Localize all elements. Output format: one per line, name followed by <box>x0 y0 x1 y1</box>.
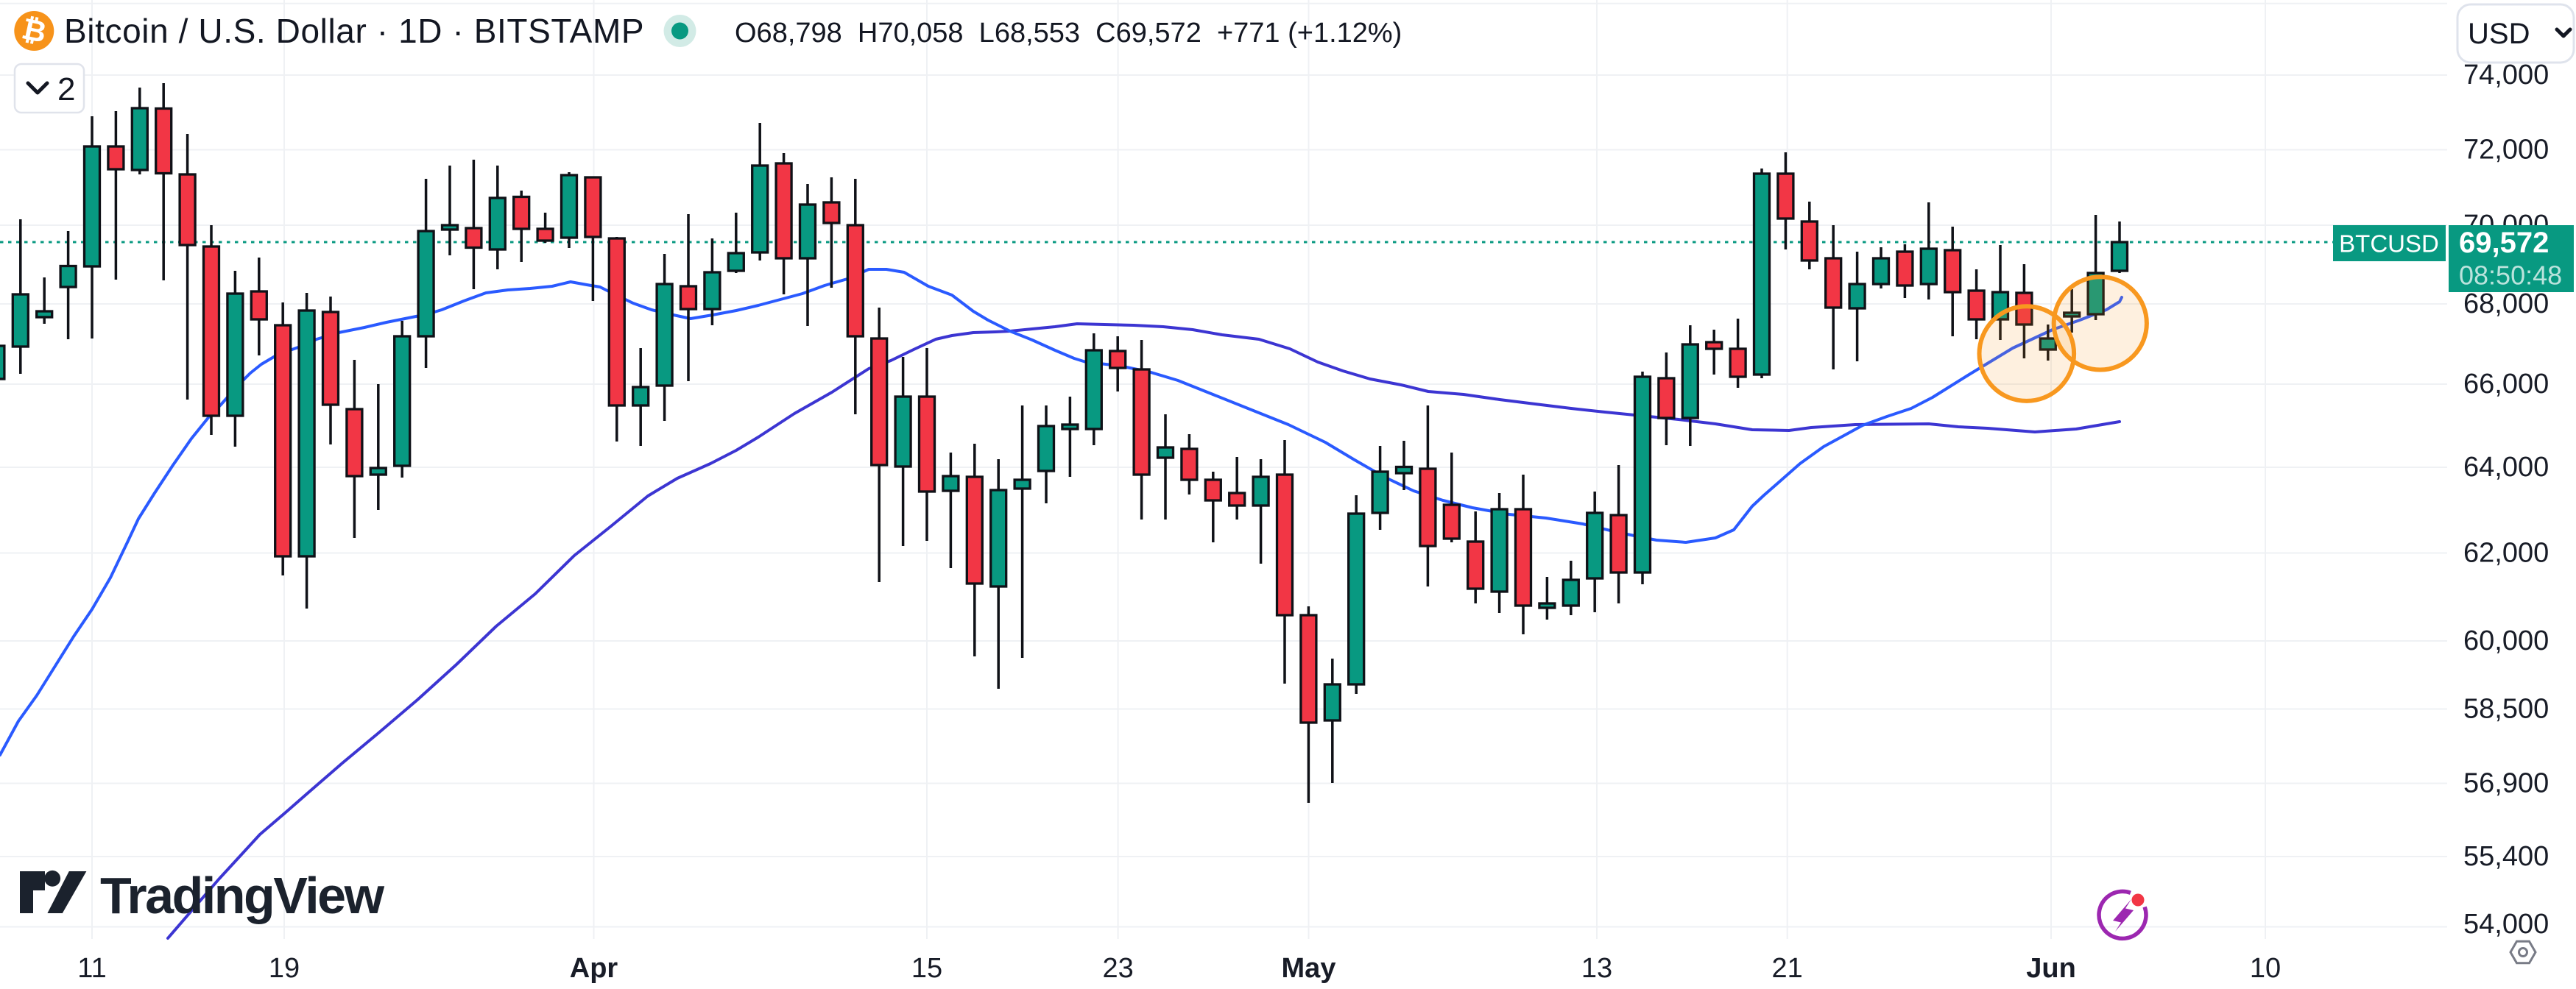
svg-text:10: 10 <box>2250 953 2281 984</box>
svg-text:2: 2 <box>57 71 75 107</box>
svg-text:Jun: Jun <box>2026 953 2076 984</box>
svg-text:21: 21 <box>1772 953 1803 984</box>
svg-text:08:50:48: 08:50:48 <box>2459 260 2562 291</box>
svg-text:66,000: 66,000 <box>2463 369 2549 400</box>
svg-text:15: 15 <box>911 953 942 984</box>
svg-text:56,900: 56,900 <box>2463 768 2549 799</box>
svg-text:68,000: 68,000 <box>2463 288 2549 319</box>
svg-text:72,000: 72,000 <box>2463 135 2549 166</box>
svg-text:60,000: 60,000 <box>2463 625 2549 656</box>
svg-text:54,000: 54,000 <box>2463 909 2549 940</box>
svg-text:62,000: 62,000 <box>2463 538 2549 569</box>
svg-text:TradingView: TradingView <box>100 867 385 924</box>
svg-text:O68,798 H70,058 L68,553 C69: O68,798 H70,058 L68,553 C69,572 +771 (+1… <box>735 18 1402 49</box>
svg-text:Apr: Apr <box>570 953 618 984</box>
svg-text:58,500: 58,500 <box>2463 694 2549 725</box>
svg-text:23: 23 <box>1102 953 1133 984</box>
svg-text:11: 11 <box>77 953 106 984</box>
svg-text:64,000: 64,000 <box>2463 452 2549 483</box>
svg-text:Bitcoin / U.S. Dollar · 1D · B: Bitcoin / U.S. Dollar · 1D · BITSTAMP <box>64 12 644 50</box>
svg-text:13: 13 <box>1581 953 1612 984</box>
svg-text:May: May <box>1282 953 1336 984</box>
svg-text:BTCUSD: BTCUSD <box>2339 230 2439 258</box>
svg-text:74,000: 74,000 <box>2463 60 2549 91</box>
svg-text:USD: USD <box>2468 18 2530 50</box>
svg-text:69,572: 69,572 <box>2459 227 2549 259</box>
svg-text:19: 19 <box>269 953 300 984</box>
svg-text:55,400: 55,400 <box>2463 841 2549 872</box>
